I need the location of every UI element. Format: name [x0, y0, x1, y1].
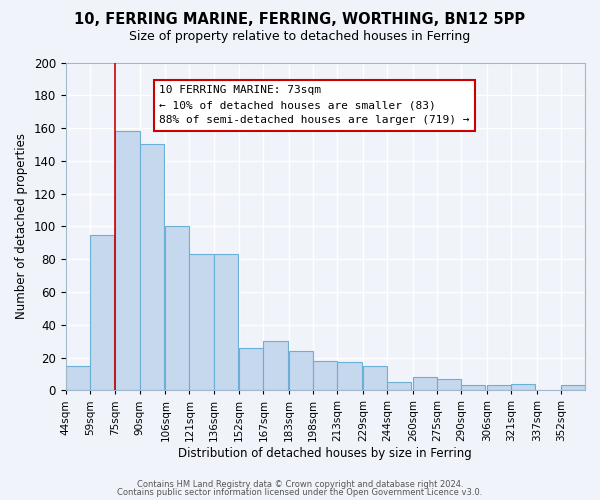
- Bar: [511, 384, 535, 390]
- Bar: [313, 361, 337, 390]
- Bar: [263, 341, 287, 390]
- Bar: [140, 144, 164, 390]
- Bar: [337, 362, 362, 390]
- Bar: [65, 366, 90, 390]
- Bar: [190, 254, 214, 390]
- Bar: [561, 386, 585, 390]
- Bar: [461, 386, 485, 390]
- Text: Contains HM Land Registry data © Crown copyright and database right 2024.: Contains HM Land Registry data © Crown c…: [137, 480, 463, 489]
- Bar: [363, 366, 387, 390]
- Bar: [437, 379, 461, 390]
- Bar: [289, 351, 313, 391]
- Bar: [387, 382, 412, 390]
- Text: 10 FERRING MARINE: 73sqm
← 10% of detached houses are smaller (83)
88% of semi-d: 10 FERRING MARINE: 73sqm ← 10% of detach…: [159, 86, 470, 125]
- Bar: [413, 377, 437, 390]
- Text: Size of property relative to detached houses in Ferring: Size of property relative to detached ho…: [130, 30, 470, 43]
- Bar: [214, 254, 238, 390]
- Bar: [487, 386, 511, 390]
- Y-axis label: Number of detached properties: Number of detached properties: [15, 134, 28, 320]
- Bar: [115, 132, 140, 390]
- Bar: [166, 226, 190, 390]
- Bar: [90, 234, 114, 390]
- Text: 10, FERRING MARINE, FERRING, WORTHING, BN12 5PP: 10, FERRING MARINE, FERRING, WORTHING, B…: [74, 12, 526, 28]
- Bar: [239, 348, 263, 391]
- Text: Contains public sector information licensed under the Open Government Licence v3: Contains public sector information licen…: [118, 488, 482, 497]
- X-axis label: Distribution of detached houses by size in Ferring: Distribution of detached houses by size …: [178, 447, 472, 460]
